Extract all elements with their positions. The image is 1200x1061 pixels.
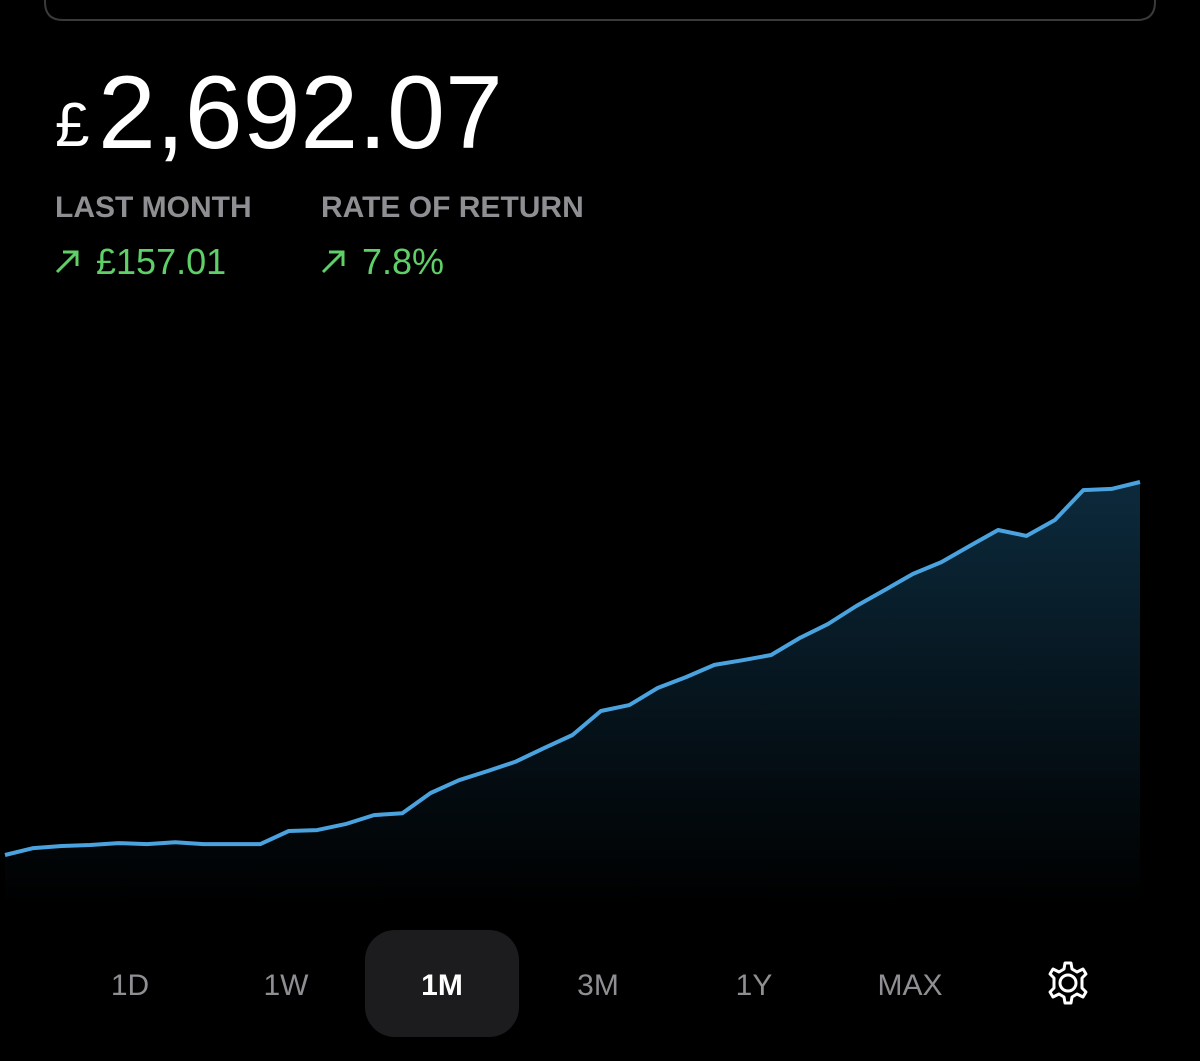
chart (4, 480, 1141, 905)
up-arrow-icon (321, 250, 345, 274)
area-fill (5, 482, 1140, 905)
balance: 2,692.07 (98, 55, 503, 171)
currency-symbol: £ (55, 91, 89, 160)
top-card (44, 0, 1156, 21)
stat-value: 7.8% (362, 241, 444, 282)
settings-icon[interactable] (1048, 961, 1088, 1005)
line (4, 480, 1141, 857)
tab[interactable]: 1W (264, 969, 310, 1002)
tab[interactable]: 1M (421, 969, 463, 1002)
stat-value: £157.01 (96, 241, 226, 282)
tab[interactable]: 1Y (736, 969, 773, 1002)
tab[interactable]: MAX (877, 969, 942, 1002)
up-arrow-icon (55, 250, 79, 274)
tab-bar: 1D 1W 1M 3M 1Y MAX (111, 930, 943, 1037)
stat-label: RATE OF RETURN (321, 191, 584, 224)
tab[interactable]: 1D (111, 969, 149, 1002)
stat-label: LAST MONTH (55, 191, 252, 224)
tab[interactable]: 3M (577, 969, 619, 1002)
selected-tab-bg (365, 930, 519, 1037)
